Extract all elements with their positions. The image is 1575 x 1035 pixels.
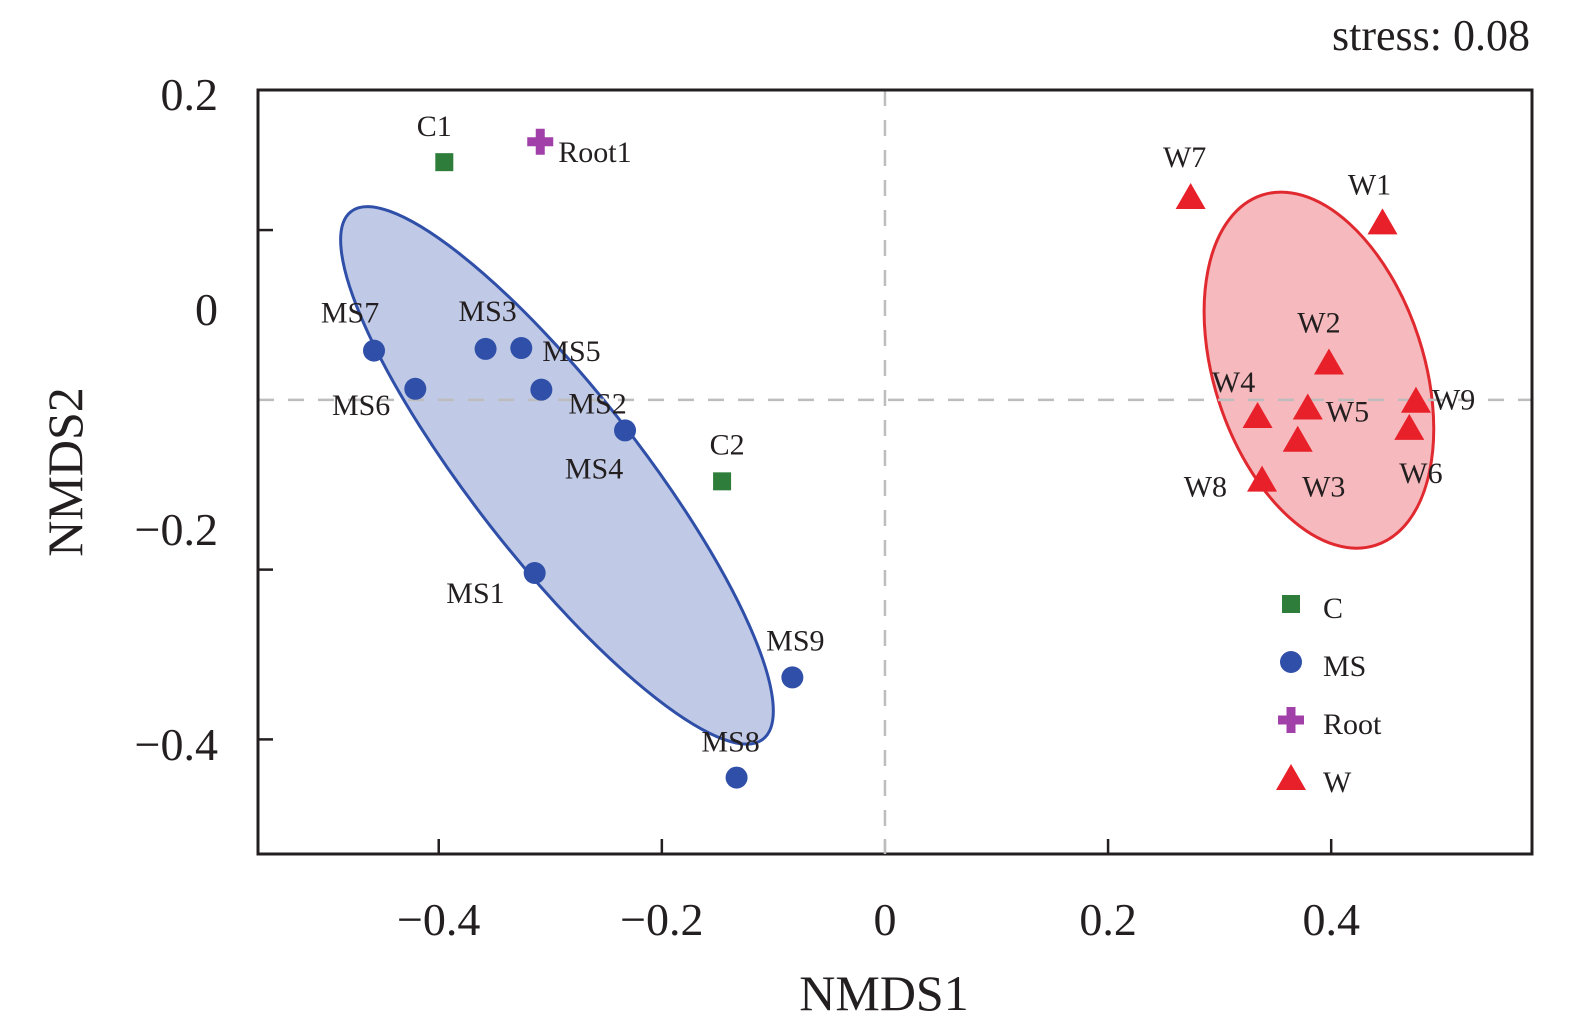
point-ms5 xyxy=(510,337,533,360)
point-label-ms7: MS7 xyxy=(321,297,379,330)
point-label-c1: C1 xyxy=(417,110,452,143)
point-label-w6: W6 xyxy=(1399,457,1442,490)
legend-marker-ms xyxy=(1280,651,1302,673)
point-label-w3: W3 xyxy=(1302,471,1345,504)
point-label-ms6: MS6 xyxy=(332,389,390,422)
point-c1 xyxy=(435,153,454,172)
y-tick-label: −0.2 xyxy=(135,504,218,555)
x-tick-label: 0.2 xyxy=(1079,894,1137,945)
point-ms6 xyxy=(404,377,427,400)
point-w2 xyxy=(1313,348,1344,375)
legend-label-w: W xyxy=(1323,766,1352,799)
point-label-w7: W7 xyxy=(1163,141,1206,174)
point-ms4 xyxy=(614,419,637,442)
legend-label-root: Root xyxy=(1323,708,1382,741)
point-w5 xyxy=(1292,393,1323,420)
point-c2 xyxy=(713,472,732,491)
legend: C MS Root W xyxy=(1276,592,1382,799)
point-w9 xyxy=(1400,386,1431,413)
point-label-root1: Root1 xyxy=(558,136,631,169)
point-w6 xyxy=(1394,413,1425,440)
y-tick-label: 0 xyxy=(195,284,218,335)
confidence-ellipse-ms xyxy=(339,205,775,746)
y-tick-label: 0.2 xyxy=(161,69,219,120)
y-axis-title: NMDS2 xyxy=(37,387,93,556)
point-ms3 xyxy=(474,337,497,360)
point-label-ms9: MS9 xyxy=(766,624,824,657)
point-label-c2: C2 xyxy=(710,428,745,461)
plot-frame xyxy=(256,88,1534,856)
point-label-ms3: MS3 xyxy=(458,295,516,328)
axis-ticks xyxy=(258,228,1333,854)
legend-marker-w xyxy=(1276,764,1306,790)
legend-marker-root xyxy=(1278,707,1304,733)
x-tick-label: −0.2 xyxy=(620,894,703,945)
legend-label-c: C xyxy=(1323,592,1343,625)
x-tick-label: 0 xyxy=(873,894,896,945)
point-ms8 xyxy=(725,766,748,789)
x-tick-label: 0.4 xyxy=(1302,894,1360,945)
reference-lines xyxy=(258,90,1532,854)
point-label-ms4: MS4 xyxy=(565,452,623,485)
point-label-ms8: MS8 xyxy=(701,726,759,759)
point-label-ms1: MS1 xyxy=(446,577,504,610)
point-ms2 xyxy=(530,378,553,401)
point-w7 xyxy=(1175,182,1206,209)
point-label-w1: W1 xyxy=(1348,168,1391,201)
point-ms9 xyxy=(781,666,804,689)
point-w3 xyxy=(1282,425,1313,452)
x-tick-label: −0.4 xyxy=(397,894,480,945)
y-tick-label: −0.4 xyxy=(135,719,218,770)
ellipses-layer xyxy=(339,190,1436,746)
x-axis-title: NMDS1 xyxy=(799,965,968,1021)
legend-label-ms: MS xyxy=(1323,650,1366,683)
points-layer: C1 C2 Root1 MS1 MS2 MS3 MS4 MS5 MS6 MS7 MS8 MS9 W1 W2… xyxy=(321,110,1475,789)
point-w8 xyxy=(1247,465,1278,492)
point-ms1 xyxy=(523,562,546,585)
point-label-ms2: MS2 xyxy=(568,388,626,421)
tick-labels: −0.4 −0.2 0 0.2 0.4 0.2 0 −0.2 −0.4 xyxy=(135,69,1360,945)
point-root1 xyxy=(527,128,554,155)
legend-marker-c xyxy=(1282,595,1300,613)
point-label-w5: W5 xyxy=(1326,395,1369,428)
point-label-w8: W8 xyxy=(1184,471,1227,504)
stress-annotation: stress: 0.08 xyxy=(1332,11,1530,60)
point-w4 xyxy=(1242,401,1273,428)
point-label-w9: W9 xyxy=(1432,384,1475,417)
point-ms7 xyxy=(363,339,386,362)
point-label-ms5: MS5 xyxy=(542,335,600,368)
point-label-w2: W2 xyxy=(1297,306,1340,339)
point-label-w4: W4 xyxy=(1212,366,1255,399)
point-w1 xyxy=(1367,208,1398,235)
